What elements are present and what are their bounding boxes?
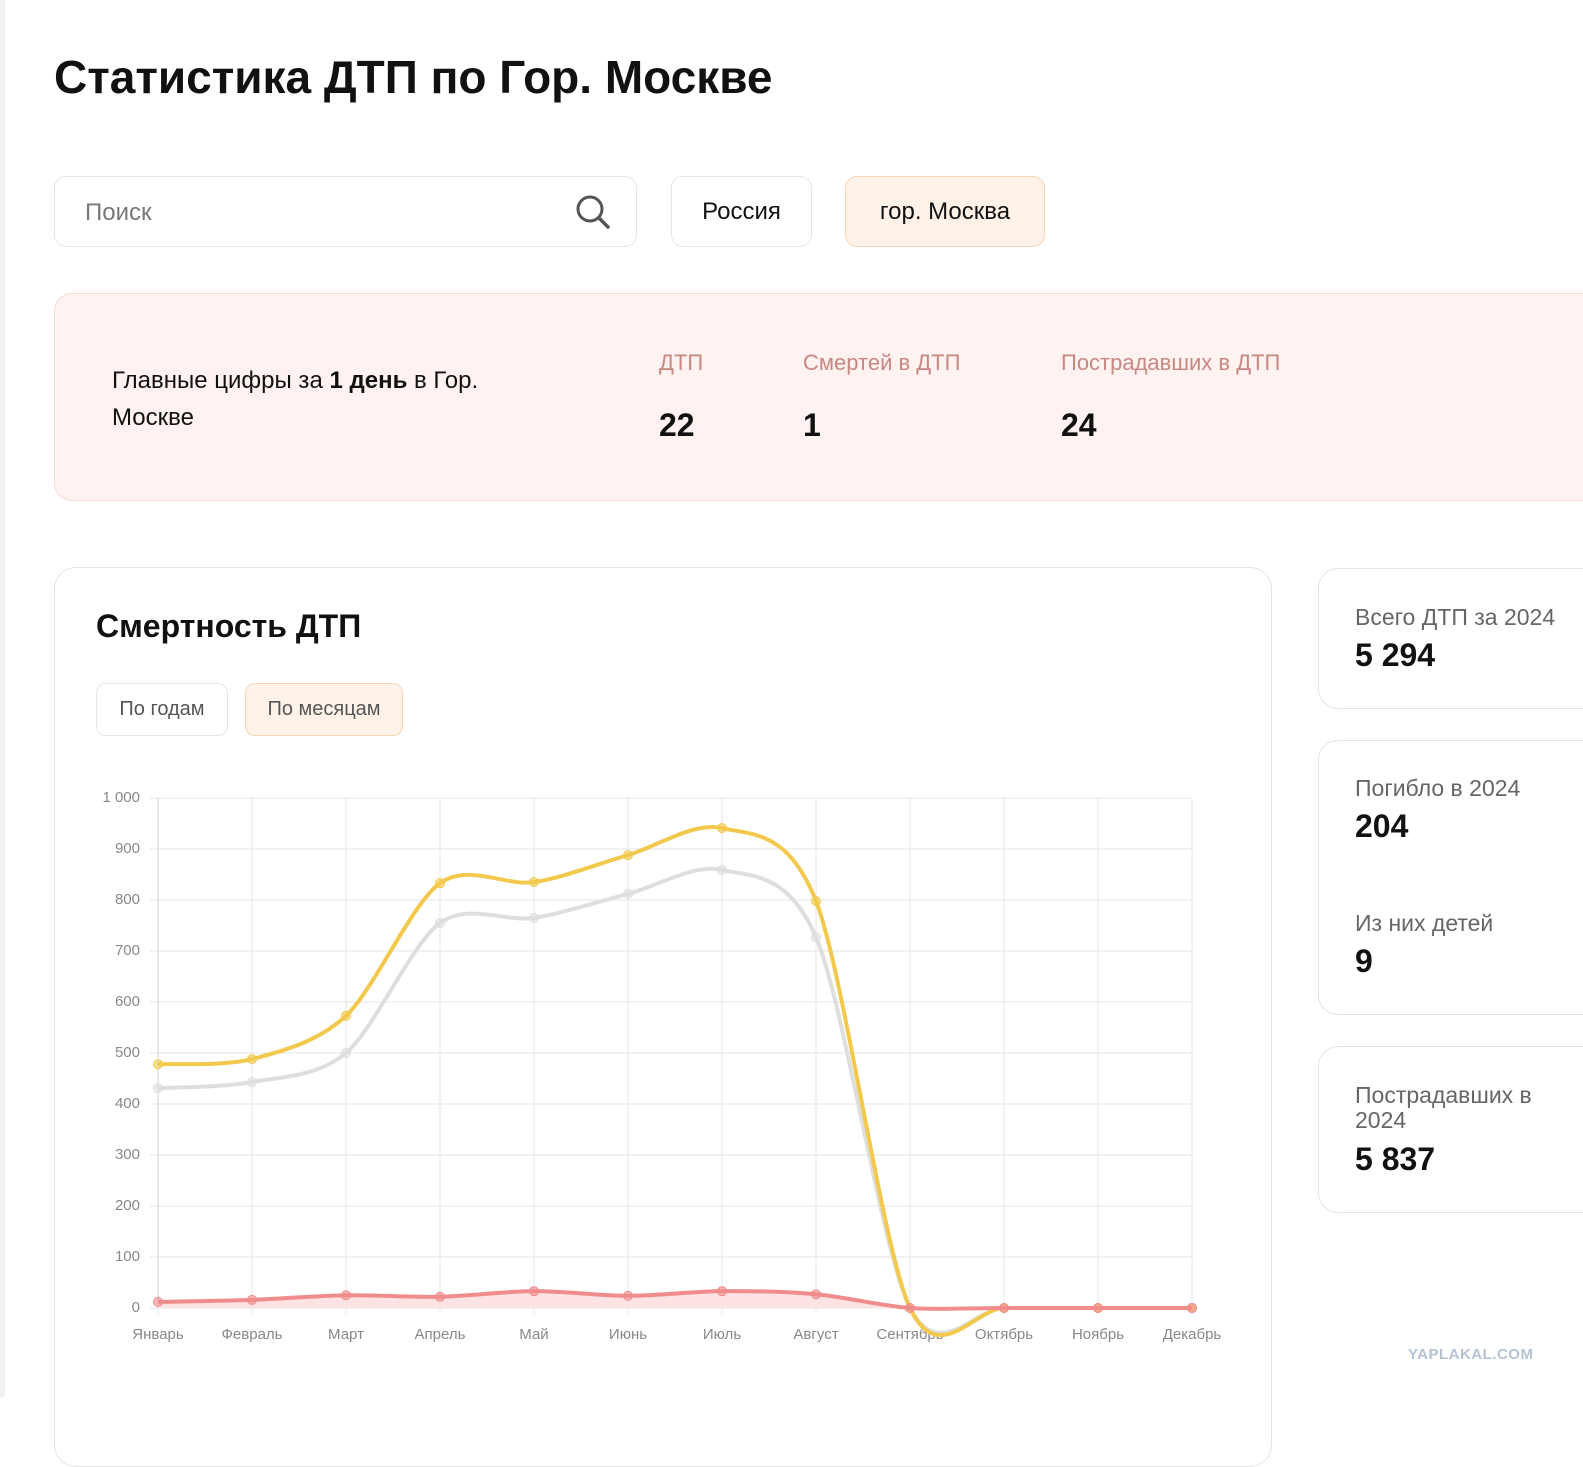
point bbox=[905, 1303, 915, 1313]
x-tick-label: Декабрь bbox=[1163, 1326, 1222, 1343]
x-tick-label: Март bbox=[328, 1326, 364, 1343]
card-label: Всего ДТП за 2024 bbox=[1355, 604, 1556, 630]
point bbox=[341, 1290, 351, 1301]
search-placeholder: Поиск bbox=[85, 199, 152, 226]
x-tick-label: Февраль bbox=[222, 1326, 283, 1343]
y-tick-label: 700 bbox=[115, 942, 140, 959]
x-tick-label: Ноябрь bbox=[1072, 1326, 1124, 1343]
point bbox=[811, 1289, 821, 1300]
chart-tab[interactable]: По годам bbox=[96, 683, 228, 736]
stat-value: 24 bbox=[1061, 407, 1097, 443]
stat-value: 22 bbox=[659, 407, 695, 443]
point bbox=[435, 1291, 445, 1302]
caption-text: в Гор. Москве bbox=[112, 367, 479, 431]
point bbox=[435, 878, 445, 889]
watermark: YAPLAKAL.COM bbox=[1408, 1346, 1534, 1363]
point bbox=[999, 1303, 1009, 1313]
region-button[interactable]: гор. Москва bbox=[845, 176, 1045, 247]
x-tick-label: Июль bbox=[703, 1326, 741, 1343]
chart-tab[interactable]: По месяцам bbox=[245, 683, 403, 736]
point bbox=[623, 1290, 633, 1301]
caption-bold: 1 день bbox=[329, 367, 408, 394]
page-title: Статистика ДТП по Гор. Москве bbox=[54, 51, 773, 103]
side-strip bbox=[0, 0, 5, 1397]
point bbox=[529, 877, 539, 888]
point bbox=[717, 823, 727, 834]
point bbox=[341, 1010, 351, 1021]
point bbox=[247, 1077, 257, 1088]
y-tick-label: 1 000 bbox=[102, 789, 140, 806]
x-tick-label: Январь bbox=[132, 1326, 184, 1343]
point bbox=[811, 932, 821, 943]
area bbox=[158, 1291, 1192, 1309]
point bbox=[717, 864, 727, 875]
summary-panel bbox=[54, 293, 1583, 501]
point bbox=[717, 1286, 727, 1297]
y-tick-label: 400 bbox=[115, 1095, 140, 1112]
point bbox=[1187, 1303, 1197, 1313]
y-tick-label: 800 bbox=[115, 891, 140, 908]
line-chart: Январь Февраль Март Апрель Май Июнь Июль Август… bbox=[102, 789, 1222, 1343]
card-label: Из них детей bbox=[1355, 910, 1494, 936]
chart-title: Смертность ДТП bbox=[96, 608, 362, 644]
stat-value: 1 bbox=[803, 407, 821, 443]
point bbox=[153, 1296, 163, 1307]
y-tick-label: 200 bbox=[115, 1197, 140, 1214]
region-button[interactable]: Россия bbox=[671, 176, 812, 247]
line bbox=[157, 1289, 1192, 1311]
card-label: Погибло в 2024 bbox=[1355, 775, 1521, 801]
y-tick-label: 300 bbox=[115, 1146, 140, 1163]
x-tick-label: Октябрь bbox=[975, 1326, 1033, 1343]
point bbox=[623, 888, 633, 899]
line bbox=[157, 866, 1192, 1335]
card-value: 5 294 bbox=[1355, 637, 1436, 673]
y-tick-label: 0 bbox=[132, 1299, 140, 1316]
point bbox=[811, 896, 821, 907]
card-label: Пострадавших в 2024 bbox=[1355, 1082, 1532, 1133]
stat-card: Всего ДТП за 2024 5 294 bbox=[1318, 568, 1583, 709]
x-tick-label: Июнь bbox=[609, 1326, 647, 1343]
point bbox=[623, 850, 633, 861]
card-value: 9 bbox=[1355, 943, 1373, 979]
point bbox=[435, 917, 445, 928]
stat-label: Пострадавших в ДТП bbox=[1061, 350, 1281, 375]
line bbox=[157, 824, 1192, 1338]
search-box[interactable]: Поиск bbox=[54, 176, 637, 247]
point bbox=[153, 1083, 163, 1094]
point bbox=[247, 1054, 257, 1065]
point bbox=[529, 912, 539, 923]
y-tick-label: 600 bbox=[115, 993, 140, 1010]
x-tick-label: Май bbox=[519, 1326, 548, 1343]
caption-text: Главные цифры за bbox=[112, 367, 323, 394]
point bbox=[341, 1048, 351, 1058]
summary-caption: Главные цифры за 1 день в Гор. Москве bbox=[112, 362, 482, 436]
card-value: 204 bbox=[1355, 808, 1409, 844]
stat-label: Смертей в ДТП bbox=[803, 350, 961, 375]
stat-card: Погибло в 2024 204 Из них детей 9 bbox=[1318, 740, 1583, 1015]
point bbox=[247, 1294, 257, 1305]
stat-label: ДТП bbox=[659, 350, 704, 375]
card-value: 5 837 bbox=[1355, 1141, 1436, 1177]
search-icon[interactable] bbox=[574, 193, 612, 231]
x-tick-label: Апрель bbox=[415, 1326, 466, 1343]
y-tick-label: 100 bbox=[115, 1248, 140, 1265]
x-tick-label: Август bbox=[793, 1326, 838, 1343]
stat-card: Пострадавших в 2024 5 837 bbox=[1318, 1046, 1583, 1213]
y-tick-label: 900 bbox=[115, 840, 140, 857]
y-tick-label: 500 bbox=[115, 1044, 140, 1061]
point bbox=[153, 1059, 163, 1070]
point bbox=[1093, 1303, 1103, 1313]
point bbox=[529, 1286, 539, 1297]
